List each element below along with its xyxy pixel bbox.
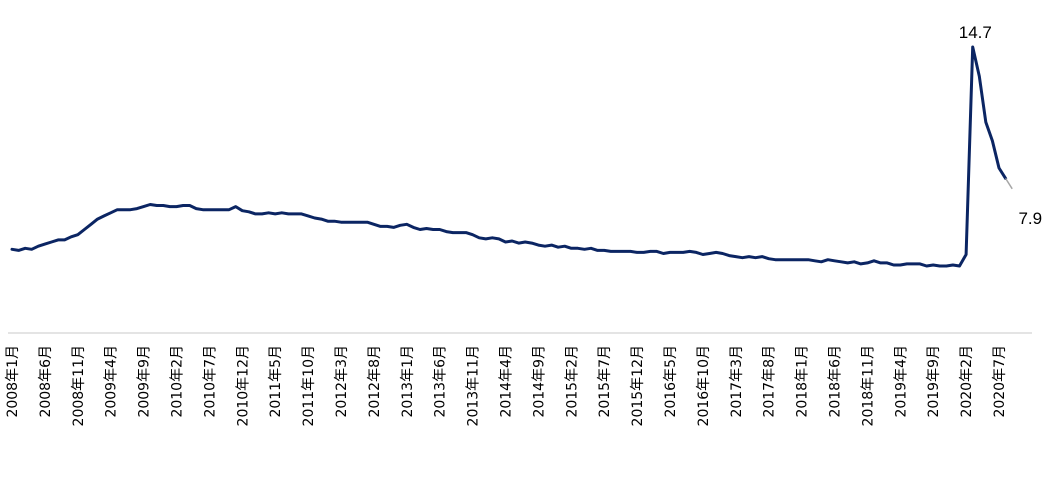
x-tick-label: 2017年8月: [762, 345, 778, 418]
x-tick-label: 2018年11月: [860, 345, 876, 426]
x-tick-label: 2010年2月: [170, 345, 186, 418]
x-tick-label: 2013年1月: [400, 345, 416, 418]
x-tick-label: 2018年6月: [828, 345, 844, 418]
x-tick-label: 2009年9月: [137, 345, 153, 418]
x-tick-label: 2010年12月: [235, 345, 251, 426]
x-tick-label: 2015年7月: [597, 345, 613, 418]
x-tick-label: 2012年3月: [334, 345, 350, 418]
series-line: [10, 45, 1008, 268]
x-tick-label: 2015年2月: [564, 345, 580, 418]
x-tick-label: 2018年1月: [795, 345, 811, 418]
x-tick-label: 2020年2月: [959, 345, 975, 418]
x-tick-label: 2019年4月: [893, 345, 909, 418]
x-axis-tick-labels: 2008年1月 2008年6月 2008年11月 2009年4月 2009年9月 2010…: [5, 345, 1008, 426]
x-tick-label: 2020年7月: [992, 345, 1008, 418]
data-label: 7.9: [1018, 209, 1042, 228]
x-tick-label: 2016年5月: [663, 345, 679, 418]
x-tick-label: 2010年7月: [202, 345, 218, 418]
x-tick-label: 2013年11月: [466, 345, 482, 426]
x-tick-label: 2019年9月: [926, 345, 942, 418]
x-tick-label: 2009年4月: [104, 345, 120, 418]
x-tick-label: 2015年12月: [630, 345, 646, 426]
x-tick-label: 2008年6月: [38, 345, 54, 418]
series-tail-segment: [1004, 177, 1013, 190]
x-tick-label: 2012年8月: [367, 345, 383, 418]
x-tick-label: 2011年5月: [268, 345, 284, 418]
x-tick-label: 2016年10月: [696, 345, 712, 426]
x-tick-label: 2014年9月: [531, 345, 547, 418]
x-tick-label: 2008年11月: [71, 345, 87, 426]
x-tick-label: 2017年3月: [729, 345, 745, 418]
x-tick-label: 2013年6月: [433, 345, 449, 418]
data-labels: 14.7 7.9: [959, 23, 1042, 228]
x-tick-label: 2014年4月: [499, 345, 515, 418]
data-label: 14.7: [959, 23, 992, 42]
x-tick-label: 2011年10月: [301, 345, 317, 426]
x-tick-label: 2008年1月: [5, 345, 21, 418]
